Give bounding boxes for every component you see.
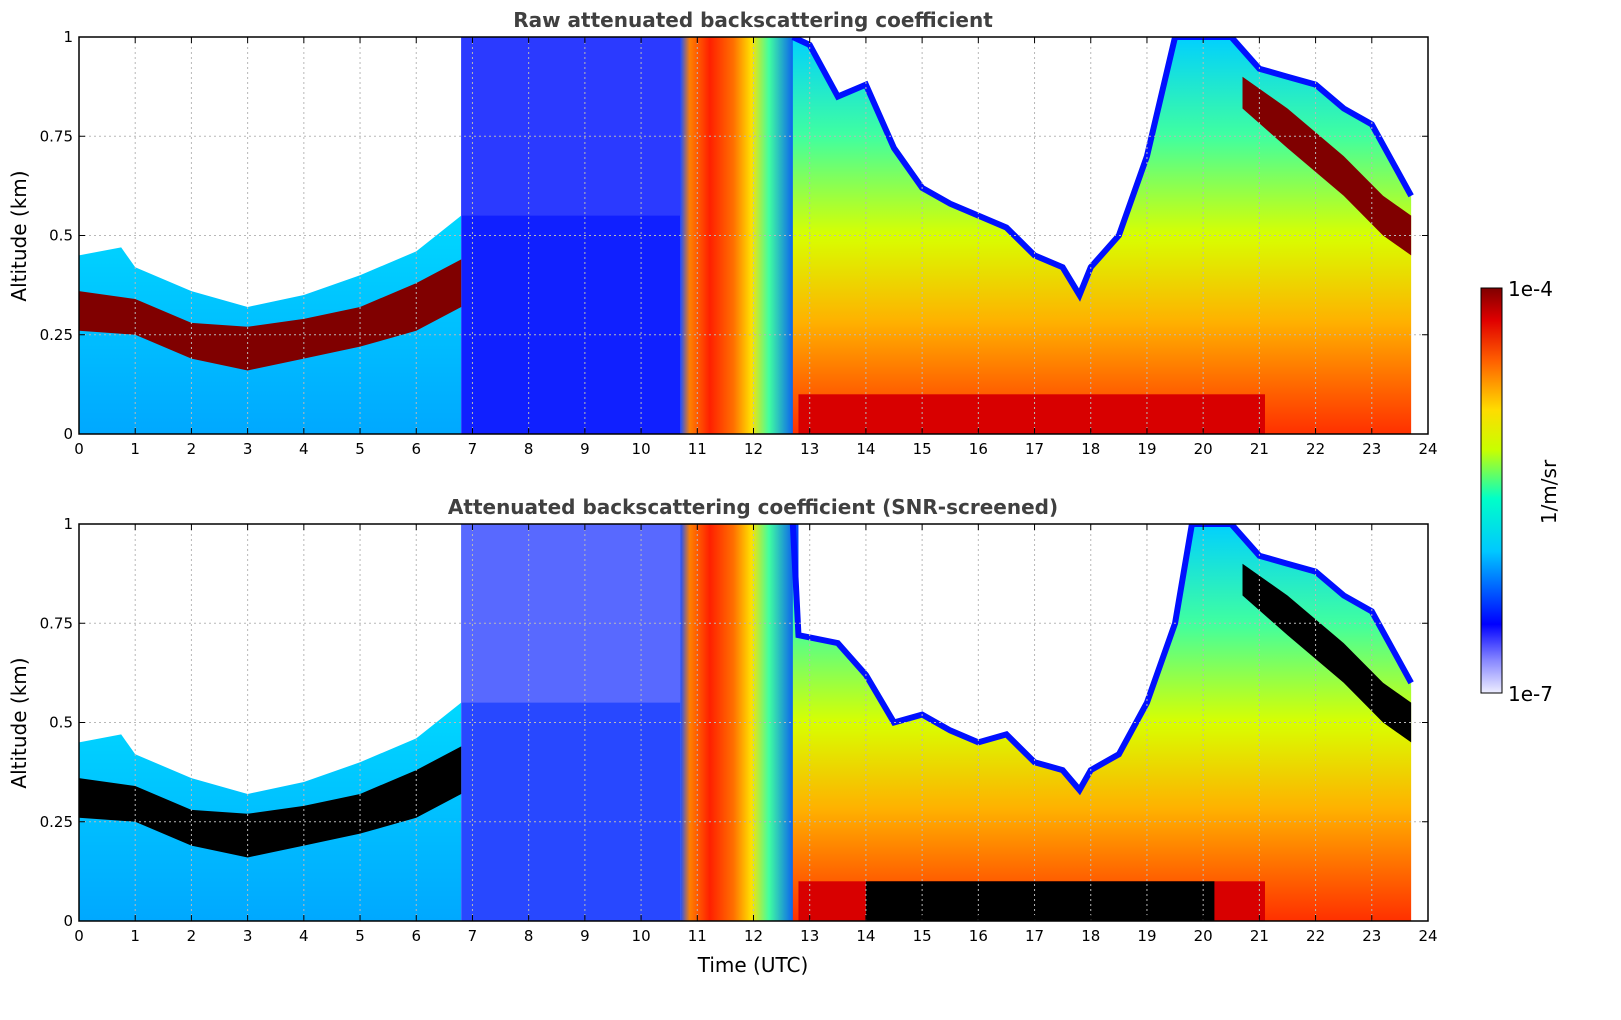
noise-region (461, 37, 681, 216)
x-tick-label: 3 (243, 440, 253, 458)
y-axis: 0 0.25 0.5 0.75 1 (40, 28, 1428, 443)
x-tick-label: 23 (1362, 927, 1381, 945)
y-axis-label: Altitude (km) (7, 657, 31, 788)
layer-top-edge (791, 37, 1414, 302)
x-tick-label: 11 (688, 440, 707, 458)
x-tick-label: 8 (524, 927, 534, 945)
x-tick-label: 22 (1306, 927, 1325, 945)
noise-region (461, 524, 681, 703)
x-tick-label: 11 (688, 927, 707, 945)
x-tick-label: 20 (1194, 927, 1213, 945)
y-axis-label: Altitude (km) (7, 170, 31, 301)
x-tick-label: 1 (130, 440, 140, 458)
x-tick-label: 23 (1362, 440, 1381, 458)
y-tick-label: 0.75 (40, 614, 73, 632)
x-tick-label: 4 (299, 927, 309, 945)
x-tick-label: 8 (524, 440, 534, 458)
x-axis: 0 1 2 3 4 5 6 7 8 9 10 11 12 13 14 15 16 17 18 19 20 21 22 23 24 (74, 524, 1438, 945)
plot-area (79, 37, 1428, 434)
x-axis-label: Time (UTC) (697, 953, 809, 977)
x-tick-label: 5 (355, 440, 365, 458)
x-tick-label: 24 (1418, 927, 1437, 945)
colorbar-label: 1/m/sr (1537, 459, 1561, 524)
y-tick-label: 0 (63, 425, 73, 443)
x-tick-label: 16 (969, 440, 988, 458)
x-tick-label: 7 (468, 440, 478, 458)
colorbar: 1e-4 1e-7 1/m/sr (1480, 277, 1561, 706)
chart-title: Raw attenuated backscattering coefficien… (513, 8, 993, 32)
x-tick-label: 15 (913, 440, 932, 458)
plot-area (79, 524, 1428, 921)
x-tick-label: 6 (411, 927, 421, 945)
dense-cloud-layer (1242, 76, 1412, 256)
x-tick-label: 19 (1137, 440, 1156, 458)
dense-aerosol-layer (79, 259, 462, 371)
layer-top-edge (789, 524, 1414, 796)
x-axis: 0 1 2 3 4 5 6 7 8 9 10 11 12 13 14 15 16 17 18 19 20 21 22 23 24 (74, 37, 1438, 458)
surface-layer (798, 394, 1265, 434)
x-tick-label: 2 (187, 440, 197, 458)
x-tick-label: 13 (800, 927, 819, 945)
chart-title: Attenuated backscattering coefficient (S… (448, 495, 1058, 519)
y-tick-label: 0 (63, 912, 73, 930)
x-tick-label: 17 (1025, 440, 1044, 458)
dense-cloud-layer (1242, 563, 1412, 743)
x-tick-label: 9 (580, 927, 590, 945)
y-tick-label: 0.75 (40, 127, 73, 145)
x-tick-label: 14 (856, 927, 875, 945)
y-tick-label: 0.25 (40, 326, 73, 344)
x-tick-label: 0 (74, 927, 84, 945)
colorbar-scale (1480, 287, 1503, 694)
colorbar-min-label: 1e-7 (1508, 682, 1553, 706)
x-tick-label: 21 (1250, 440, 1269, 458)
x-tick-label: 13 (800, 440, 819, 458)
x-tick-label: 10 (632, 440, 651, 458)
x-tick-label: 17 (1025, 927, 1044, 945)
x-tick-label: 19 (1137, 927, 1156, 945)
x-tick-label: 12 (744, 927, 763, 945)
y-tick-label: 0.25 (40, 813, 73, 831)
x-tick-label: 9 (580, 440, 590, 458)
saturated-surface-block (865, 881, 1215, 921)
x-tick-label: 5 (355, 927, 365, 945)
x-tick-label: 21 (1250, 927, 1269, 945)
y-tick-label: 1 (63, 28, 73, 46)
x-tick-label: 6 (411, 440, 421, 458)
y-axis: 0 0.25 0.5 0.75 1 (40, 515, 1428, 930)
y-tick-label: 0.5 (49, 227, 73, 245)
x-tick-label: 3 (243, 927, 253, 945)
panel-raw: Raw attenuated backscattering coefficien… (7, 8, 1438, 458)
boundary-layer-day (792, 37, 1412, 434)
boundary-layer-day (792, 524, 1412, 921)
x-tick-label: 15 (913, 927, 932, 945)
y-tick-label: 0.5 (49, 714, 73, 732)
x-tick-label: 7 (468, 927, 478, 945)
x-tick-label: 12 (744, 440, 763, 458)
x-tick-label: 4 (299, 440, 309, 458)
x-tick-label: 20 (1194, 440, 1213, 458)
x-tick-label: 16 (969, 927, 988, 945)
y-tick-label: 1 (63, 515, 73, 533)
x-tick-label: 10 (632, 927, 651, 945)
panel-screened: Attenuated backscattering coefficient (S… (7, 495, 1438, 977)
x-tick-label: 22 (1306, 440, 1325, 458)
x-tick-label: 2 (187, 927, 197, 945)
x-tick-label: 18 (1081, 440, 1100, 458)
x-tick-label: 0 (74, 440, 84, 458)
dense-aerosol-layer (79, 746, 462, 858)
x-tick-label: 18 (1081, 927, 1100, 945)
x-tick-label: 1 (130, 927, 140, 945)
x-tick-label: 14 (856, 440, 875, 458)
colorbar-max-label: 1e-4 (1508, 277, 1553, 301)
x-tick-label: 24 (1418, 440, 1437, 458)
